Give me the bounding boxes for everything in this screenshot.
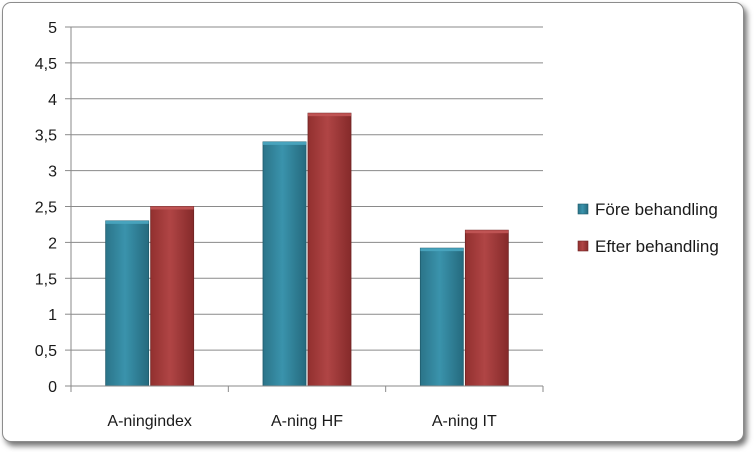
y-tick-label: 0 bbox=[48, 379, 57, 396]
bar-top-highlight bbox=[263, 141, 306, 145]
legend: Före behandling Efter behandling bbox=[577, 200, 719, 256]
legend-label: Före behandling bbox=[595, 200, 718, 219]
y-tick-label: 2 bbox=[48, 235, 57, 252]
y-tick-label: 3,5 bbox=[35, 128, 57, 145]
x-tick-label: A-ningindex bbox=[107, 413, 192, 430]
legend-swatch bbox=[577, 240, 589, 252]
legend-swatch bbox=[577, 203, 589, 215]
x-tick-label: A-ning IT bbox=[432, 413, 497, 430]
bar-top-highlight bbox=[308, 113, 351, 117]
bar bbox=[105, 220, 150, 387]
y-tick-label: 2,5 bbox=[35, 200, 57, 217]
y-tick-label: 4 bbox=[48, 92, 57, 109]
legend-label: Efter behandling bbox=[595, 237, 719, 256]
bar-chart: 0 0,5 1 1,5 2 2,5 3 3,5 4 4,5 5 A-ningindex A-ning H… bbox=[35, 20, 719, 430]
bar bbox=[262, 141, 307, 387]
y-tick-label: 1,5 bbox=[35, 271, 57, 288]
bar-top-highlight bbox=[420, 248, 464, 252]
x-tick-label: A-ning HF bbox=[271, 413, 343, 430]
bar bbox=[307, 112, 352, 387]
bar-top-highlight bbox=[465, 230, 509, 234]
bar bbox=[419, 247, 464, 387]
chart-frame: 0 0,5 1 1,5 2 2,5 3 3,5 4 4,5 5 A-ningindex A-ning H… bbox=[2, 2, 744, 442]
bar bbox=[464, 229, 509, 387]
y-tick-label: 5 bbox=[48, 20, 57, 37]
bar-top-highlight bbox=[150, 206, 194, 210]
y-tick-label: 3 bbox=[48, 164, 57, 181]
y-tick-label: 1 bbox=[48, 307, 57, 324]
bar bbox=[150, 206, 195, 387]
y-tick-label: 4,5 bbox=[35, 56, 57, 73]
y-tick-label: 0,5 bbox=[35, 343, 57, 360]
bar-top-highlight bbox=[105, 220, 149, 224]
